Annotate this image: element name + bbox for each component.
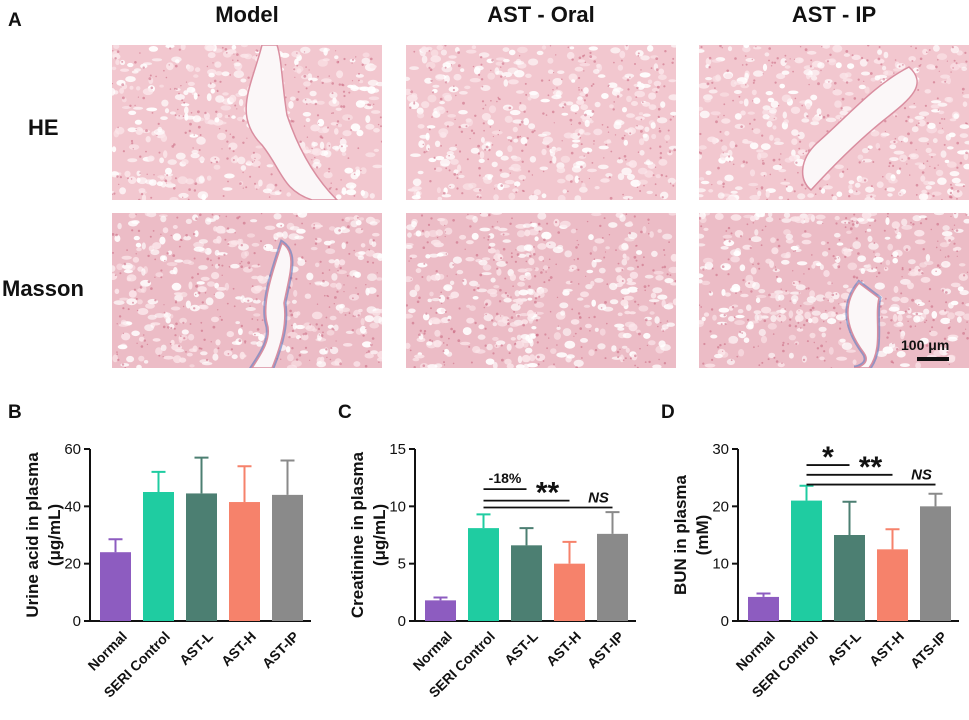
micrograph-he-ast-oral bbox=[406, 45, 676, 200]
y-tick-label: 10 bbox=[712, 556, 729, 573]
y-axis-label: (μg/mL) bbox=[370, 504, 389, 566]
bar-normal bbox=[748, 596, 779, 621]
column-header-ast-ip: AST - IP bbox=[791, 2, 877, 27]
error-bar bbox=[108, 538, 123, 553]
bar-ast-l bbox=[511, 545, 542, 621]
y-tick-label: 0 bbox=[73, 613, 81, 630]
category-label: ATS-IP bbox=[907, 628, 950, 671]
bar-ats-ip bbox=[920, 506, 951, 621]
y-axis-label: Creatinine in plasma bbox=[348, 451, 367, 618]
panel-letter-d: D bbox=[661, 402, 675, 423]
micrograph-masson-ast-oral bbox=[406, 213, 676, 368]
y-axis-label: Urine acid in plasma bbox=[23, 452, 42, 618]
y-tick-label: 15 bbox=[389, 441, 406, 458]
significance-label: ** bbox=[859, 451, 883, 484]
error-bar bbox=[562, 540, 577, 564]
y-tick-label: 30 bbox=[712, 441, 729, 458]
significance-label: ** bbox=[536, 477, 560, 510]
category-label: AST-IP bbox=[259, 628, 302, 671]
bar-seri-control bbox=[791, 500, 822, 621]
error-bar bbox=[756, 592, 771, 597]
bar-ast-h bbox=[554, 563, 585, 621]
error-bar bbox=[842, 500, 857, 535]
error-bar bbox=[885, 528, 900, 550]
category-label: AST-L bbox=[176, 628, 216, 668]
error-bar bbox=[280, 459, 295, 495]
significance-label: NS bbox=[911, 467, 932, 484]
category-label: AST-H bbox=[543, 628, 584, 669]
y-tick-label: 0 bbox=[398, 613, 406, 630]
y-tick-label: 0 bbox=[721, 613, 729, 630]
category-label: AST-IP bbox=[584, 628, 627, 671]
y-axis-label: (mM) bbox=[693, 515, 712, 556]
row-header-masson: Masson bbox=[2, 276, 84, 301]
error-bar bbox=[237, 465, 252, 503]
scale-bar bbox=[917, 357, 949, 361]
micrograph-masson-ast-ip bbox=[699, 213, 969, 368]
y-axis-label: BUN in plasma bbox=[671, 474, 690, 595]
bar-ast-l bbox=[834, 535, 865, 621]
bar-ast-ip bbox=[597, 533, 628, 621]
scale-bar-label: 100 μm bbox=[901, 337, 950, 353]
error-bar bbox=[519, 527, 534, 546]
panel-letter-c: C bbox=[338, 402, 352, 423]
category-label: AST-L bbox=[824, 628, 864, 668]
row-header-he: HE bbox=[28, 115, 59, 140]
micrograph-he-model bbox=[112, 45, 382, 200]
bar-ast-h bbox=[877, 549, 908, 621]
error-bar bbox=[799, 484, 814, 501]
y-tick-label: 10 bbox=[389, 498, 406, 515]
bar-ast-ip bbox=[272, 494, 303, 621]
y-axis-label: (μg/mL) bbox=[45, 504, 64, 566]
panel-letter-a: A bbox=[8, 10, 22, 31]
significance-label: * bbox=[822, 441, 834, 474]
bar-normal bbox=[425, 600, 456, 621]
y-tick-label: 40 bbox=[64, 498, 81, 515]
column-header-ast-oral: AST - Oral bbox=[487, 2, 595, 27]
category-label: AST-H bbox=[218, 628, 259, 669]
significance-label: NS bbox=[588, 489, 609, 506]
category-label: AST-L bbox=[501, 628, 541, 668]
bar-seri-control bbox=[143, 492, 174, 621]
category-label: AST-H bbox=[866, 628, 907, 669]
y-tick-label: 5 bbox=[398, 556, 406, 573]
bar-normal bbox=[100, 552, 131, 621]
significance-label: -18% bbox=[489, 470, 522, 486]
y-tick-label: 20 bbox=[712, 498, 729, 515]
error-bar bbox=[928, 492, 943, 507]
bar-ast-l bbox=[186, 493, 217, 621]
bar-seri-control bbox=[468, 528, 499, 621]
error-bar bbox=[194, 456, 209, 494]
error-bar bbox=[433, 596, 448, 601]
column-header-model: Model bbox=[215, 2, 279, 27]
y-tick-label: 20 bbox=[64, 556, 81, 573]
error-bar bbox=[605, 511, 620, 534]
micrograph-masson-model bbox=[112, 213, 382, 368]
panel-letter-b: B bbox=[8, 402, 22, 423]
error-bar bbox=[476, 513, 491, 529]
error-bar bbox=[151, 470, 166, 492]
bar-ast-h bbox=[229, 502, 260, 621]
micrograph-he-ast-ip bbox=[699, 45, 969, 200]
y-tick-label: 60 bbox=[64, 441, 81, 458]
